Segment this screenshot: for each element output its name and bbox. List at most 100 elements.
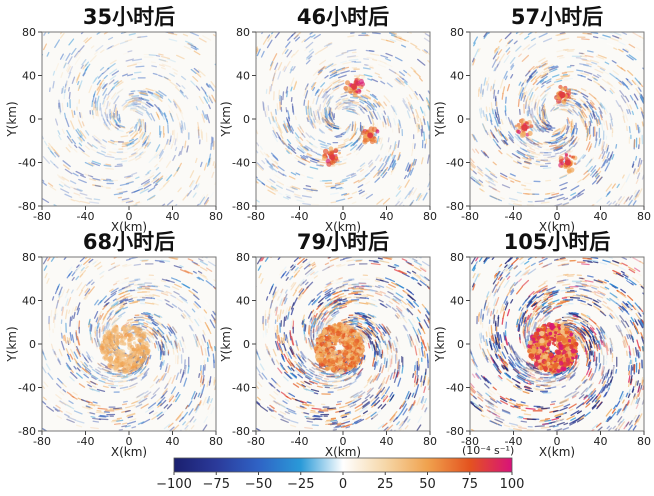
colorbar-tick-label: −100 [156, 477, 192, 492]
x-tick-label: -80 [461, 435, 479, 448]
vorticity-field [470, 257, 644, 431]
y-axis-label: Y(km) [219, 326, 233, 362]
colorbar-tick-label: 75 [461, 477, 478, 492]
y-tick-label: 0 [243, 338, 250, 351]
x-tick-label: -40 [505, 210, 523, 223]
x-tick-label: 0 [126, 435, 133, 448]
y-tick-label: 40 [450, 295, 464, 308]
x-axis-label: X(km) [539, 220, 575, 234]
x-axis-label: X(km) [111, 220, 147, 234]
y-tick-label: -80 [18, 200, 36, 213]
panel-2: -80 -40 0 40 80 -80 -40 0 40 80 X(km) Y(km) 46小时后 [219, 5, 437, 234]
x-tick-label: 40 [380, 435, 394, 448]
vorticity-field [42, 257, 216, 431]
colorbar: −100 −75 −50 −25 0 25 50 75 100 (10⁻⁴ s⁻¹) [156, 444, 524, 492]
y-tick-label: -40 [446, 157, 464, 170]
y-axis-label: Y(km) [5, 326, 19, 362]
x-tick-label: 80 [423, 210, 437, 223]
x-tick-label: -80 [33, 210, 51, 223]
x-tick-label: 40 [166, 210, 180, 223]
x-tick-label: -80 [247, 210, 265, 223]
x-axis-label: X(km) [539, 445, 575, 459]
y-axis-label: Y(km) [433, 326, 447, 362]
x-axis-label: X(km) [325, 220, 361, 234]
x-tick-label: -40 [291, 435, 309, 448]
y-tick-label: -80 [446, 425, 464, 438]
y-axis-label: Y(km) [433, 101, 447, 137]
x-tick-label: -40 [77, 210, 95, 223]
x-tick-label: -40 [505, 435, 523, 448]
y-tick-label: 40 [236, 70, 250, 83]
colorbar-tick-label: −25 [287, 477, 314, 492]
y-tick-label: 0 [457, 338, 464, 351]
colorbar-tick-label: 25 [377, 477, 394, 492]
x-tick-label: 40 [380, 210, 394, 223]
vorticity-field [256, 257, 430, 431]
panel-title: 105小时后 [504, 230, 611, 254]
panel-title: 68小时后 [83, 230, 175, 254]
panel-title: 35小时后 [83, 5, 175, 29]
y-tick-label: 0 [457, 113, 464, 126]
y-tick-label: 0 [29, 113, 36, 126]
colorbar-tick-label: −75 [203, 477, 230, 492]
y-tick-label: 80 [450, 251, 464, 264]
y-tick-label: -40 [18, 157, 36, 170]
colorbar-tick-label: 0 [339, 477, 347, 492]
plot-background [256, 32, 430, 206]
x-tick-label: -40 [77, 435, 95, 448]
panel-title: 79小时后 [297, 230, 389, 254]
colorbar-tick-label: 100 [500, 477, 525, 492]
y-tick-label: 80 [450, 26, 464, 39]
x-axis-label: X(km) [111, 445, 147, 459]
y-tick-label: -40 [232, 157, 250, 170]
colorbar-gradient [173, 457, 513, 473]
panel-title: 57小时后 [511, 5, 603, 29]
vorticity-field [42, 32, 216, 206]
y-tick-label: 80 [236, 251, 250, 264]
panel-title: 46小时后 [297, 5, 389, 29]
y-tick-label: -40 [446, 382, 464, 395]
y-tick-label: -80 [232, 200, 250, 213]
y-tick-label: 40 [22, 295, 36, 308]
y-tick-label: 40 [22, 70, 36, 83]
y-tick-label: -40 [232, 382, 250, 395]
panel-4: -80 -40 0 40 80 -80 -40 0 40 80 X(km) Y(km) 68小时后 [5, 230, 223, 459]
x-tick-label: 40 [594, 210, 608, 223]
panels-group: -80 -40 0 40 80 -80 -40 0 40 80 X(km) Y(km) 35小时后 -80… [5, 5, 651, 459]
x-tick-label: 40 [166, 435, 180, 448]
vorticity-field [470, 32, 644, 206]
y-tick-label: 40 [236, 295, 250, 308]
x-tick-label: -40 [291, 210, 309, 223]
vorticity-field [256, 32, 430, 206]
y-tick-label: 40 [450, 70, 464, 83]
y-axis-label: Y(km) [219, 101, 233, 137]
y-tick-label: 80 [22, 26, 36, 39]
y-tick-label: 80 [236, 26, 250, 39]
y-tick-label: -80 [18, 425, 36, 438]
x-tick-label: 80 [423, 435, 437, 448]
y-tick-label: -80 [446, 200, 464, 213]
panel-6: -80 -40 0 40 80 -80 -40 0 40 80 X(km) Y(km) 105小时后 [433, 230, 651, 459]
x-tick-label: 40 [594, 435, 608, 448]
x-tick-label: 0 [340, 435, 347, 448]
x-tick-label: 0 [340, 210, 347, 223]
colorbar-tick-label: −50 [245, 477, 272, 492]
x-tick-label: -80 [461, 210, 479, 223]
plot-background [42, 32, 216, 206]
x-tick-label: 80 [637, 210, 651, 223]
y-tick-label: -40 [18, 382, 36, 395]
x-tick-label: 80 [209, 435, 223, 448]
y-tick-label: 80 [22, 251, 36, 264]
colorbar-unit: (10⁻⁴ s⁻¹) [462, 444, 514, 457]
x-tick-label: -80 [33, 435, 51, 448]
x-tick-label: -80 [247, 435, 265, 448]
panel-3: -80 -40 0 40 80 -80 -40 0 40 80 X(km) Y(km) 57小时后 [433, 5, 651, 234]
y-tick-label: 0 [243, 113, 250, 126]
y-tick-label: -80 [232, 425, 250, 438]
x-tick-label: 80 [637, 435, 651, 448]
x-axis-label: X(km) [325, 445, 361, 459]
panel-1: -80 -40 0 40 80 -80 -40 0 40 80 X(km) Y(km) 35小时后 [5, 5, 223, 234]
x-tick-label: 80 [209, 210, 223, 223]
y-tick-label: 0 [29, 338, 36, 351]
